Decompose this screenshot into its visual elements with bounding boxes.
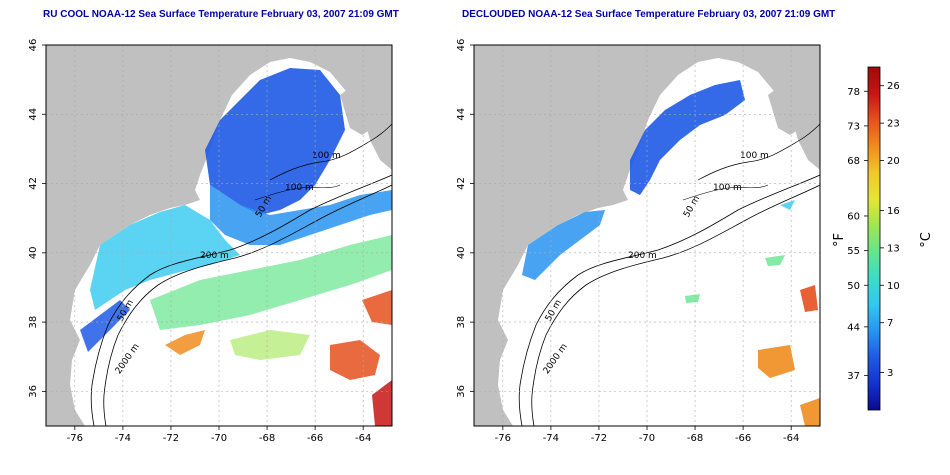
right-x-tick-label: -68 [687,433,703,444]
right-x-tick-label: -64 [783,433,799,444]
colorbar-celsius-label: °C [919,232,934,248]
colorbar-bar [867,66,881,411]
right-sst-green-2 [685,294,700,303]
right-contour-100 [697,123,820,181]
colorbar-fahrenheit-tick-label: 60 [847,211,860,222]
right-x-tick-label: -74 [543,433,559,444]
right-contour-label-200: 200 m [628,251,657,261]
left-x-tick-label: -64 [355,433,371,444]
left-x-tick-label: -68 [259,433,275,444]
left-sst-warm-patch-3 [330,340,380,380]
right-y-tick-label: 44 [456,108,467,121]
left-x-ticks: -76 -74 -72 -70 -68 -66 -64 [67,426,371,444]
right-x-tick-label: -72 [591,433,607,444]
colorbar-fahrenheit-tick-label: 44 [847,322,860,333]
right-contour-label-100b: 100 m [713,183,742,193]
right-x-tick-label: -70 [639,433,655,444]
right-sst-green-1 [765,255,785,266]
right-grid [474,45,820,426]
right-sst-orange-1 [758,345,795,378]
left-x-tick-label: -72 [163,433,179,444]
left-y-ticks: 46 44 42 40 38 36 [28,39,46,398]
right-y-tick-label: 38 [456,316,467,329]
left-sst-warm-patch-2 [362,290,392,325]
colorbar-celsius-tick-label: 13 [887,243,900,254]
colorbar-fahrenheit-ticks: 78 73 68 60 55 50 44 37 [847,87,868,382]
right-y-tick-label: 46 [456,39,467,52]
colorbar-fahrenheit-tick-label: 78 [847,87,860,98]
right-y-tick-label: 36 [456,385,467,398]
left-map: 100 m 100 m 50 m 200 m 50 m 2000 m -76 -7… [28,39,393,444]
left-sst-warm-patch-1 [165,330,205,355]
right-contour-200 [518,174,820,426]
left-contour-label-100a: 100 m [312,151,341,161]
left-contour-label-100b: 100 m [285,183,314,193]
left-sst-gulf-of-maine [205,68,345,215]
left-grid [46,45,392,426]
right-sst-orange-2 [800,398,820,426]
left-contour-200 [90,174,392,426]
left-x-tick-label: -76 [67,433,83,444]
right-sst-shelf [522,210,605,280]
left-y-tick-label: 40 [28,246,39,259]
right-land-nova-scotia [768,68,820,135]
right-x-tick-label: -76 [495,433,511,444]
left-map-title: RU COOL NOAA-12 Sea Surface Temperature … [43,9,399,20]
colorbar-celsius-tick-label: 23 [887,119,900,130]
colorbar-celsius-tick-label: 7 [887,318,893,329]
left-x-tick-label: -74 [115,433,131,444]
left-y-tick-label: 46 [28,39,39,52]
left-x-tick-label: -66 [307,433,323,444]
right-x-ticks: -76 -74 -72 -70 -68 -66 -64 [495,426,799,444]
left-land-nova-scotia [340,68,392,135]
right-contour-label-100a: 100 m [740,151,769,161]
right-map: 100 m 100 m 50 m 200 m 50 m 2000 m -76 -7… [456,39,821,444]
right-sst-cyan-1 [780,200,795,210]
right-y-tick-label: 42 [456,177,467,190]
right-y-tick-label: 40 [456,246,467,259]
right-map-title: DECLOUDED NOAA-12 Sea Surface Temperatur… [462,9,836,20]
right-sst-gulf-of-maine [630,80,745,195]
left-sst-nearshore [80,300,130,352]
right-sst-red-1 [800,285,818,312]
colorbar-celsius-tick-label: 10 [887,281,900,292]
left-contour-inner [254,184,341,201]
left-y-tick-label: 36 [28,385,39,398]
right-land-north [474,45,820,426]
left-y-tick-label: 44 [28,108,39,121]
colorbar-fahrenheit-tick-label: 50 [847,281,860,292]
colorbar-fahrenheit-tick-label: 68 [847,156,860,167]
left-contour-2000 [103,184,392,426]
colorbar-celsius-tick-label: 20 [887,156,900,167]
colorbar-fahrenheit-tick-label: 55 [847,246,860,257]
left-contour-100 [269,123,392,181]
right-y-ticks: 46 44 42 40 38 36 [456,39,474,398]
right-contour-inner [682,184,769,201]
colorbar-fahrenheit-label: °F [832,233,847,247]
colorbar-fahrenheit-tick-label: 37 [847,371,860,382]
left-contour-label-200: 200 m [200,251,229,261]
left-y-tick-label: 42 [28,177,39,190]
colorbar-celsius-tick-label: 16 [887,206,900,217]
colorbar-celsius-tick-label: 3 [887,368,893,379]
colorbar-fahrenheit-tick-label: 73 [847,121,860,132]
left-sst-mixed-patch [230,330,310,360]
left-y-tick-label: 38 [28,316,39,329]
right-x-tick-label: -66 [735,433,751,444]
colorbar-celsius-tick-label: 26 [887,81,900,92]
left-x-tick-label: -70 [211,433,227,444]
left-sst-warm-band [150,235,392,330]
right-contour-2000 [531,184,820,426]
colorbar-celsius-ticks: 26 23 20 16 13 10 7 3 [880,81,900,379]
left-land-north [46,45,392,426]
left-sst-shelf [90,205,240,310]
